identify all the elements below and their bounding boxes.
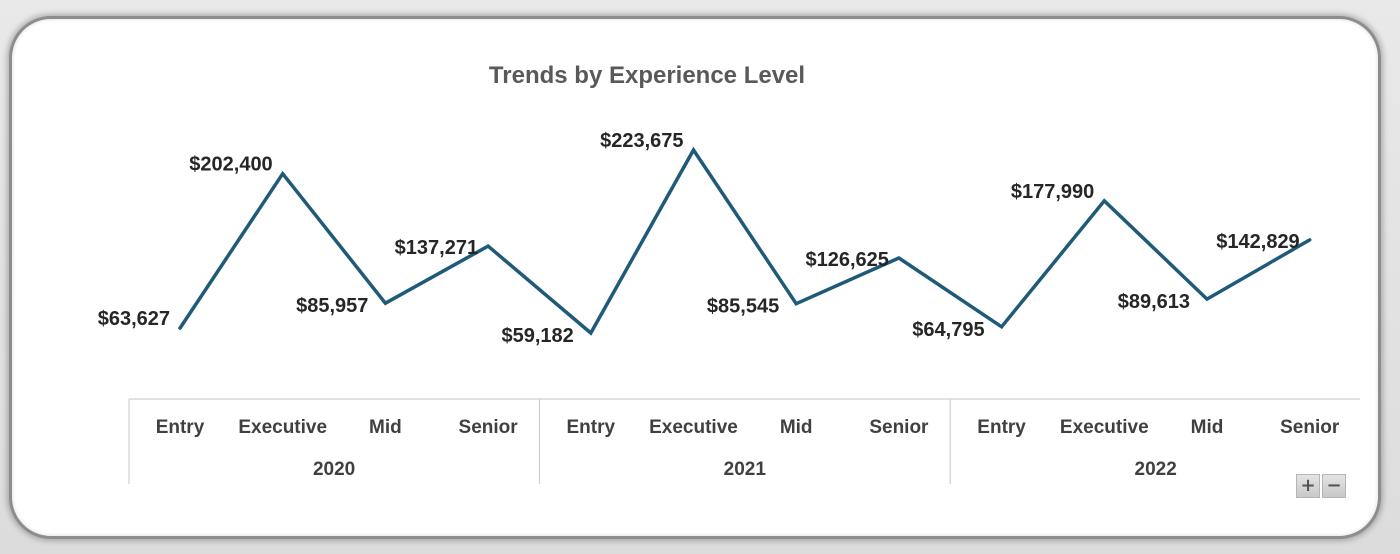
chart-card xyxy=(9,16,1381,539)
category-label: Mid xyxy=(369,417,402,438)
category-label: Senior xyxy=(1280,417,1340,438)
data-label: $85,957 xyxy=(296,295,368,317)
group-labels: 2020 2021 2022 xyxy=(313,459,1177,480)
data-label: $64,795 xyxy=(912,319,984,341)
data-label: $89,613 xyxy=(1118,291,1190,313)
category-label: Senior xyxy=(459,417,519,438)
category-axis xyxy=(128,398,1360,484)
collapse-button[interactable]: − xyxy=(1322,474,1346,498)
data-label: $126,625 xyxy=(805,249,888,271)
series-line xyxy=(178,146,1312,336)
category-label: Mid xyxy=(1191,417,1224,438)
zoom-controls: + − xyxy=(1296,474,1346,498)
category-label: Executive xyxy=(649,417,738,438)
category-label: Senior xyxy=(869,417,929,438)
category-label: Entry xyxy=(567,417,616,438)
chart-title: Trends by Experience Level xyxy=(489,62,805,89)
category-label: Entry xyxy=(977,417,1026,438)
group-label: 2021 xyxy=(724,459,767,480)
category-label: Entry xyxy=(156,417,205,438)
data-label: $85,545 xyxy=(707,296,779,318)
category-labels: Entry Executive Mid Senior Entry Executive Mid… xyxy=(156,417,1340,438)
category-label: Executive xyxy=(1060,417,1149,438)
expand-button[interactable]: + xyxy=(1296,474,1320,498)
category-label: Mid xyxy=(780,417,813,438)
data-label: $223,675 xyxy=(600,130,683,152)
series-line-group xyxy=(178,146,1312,336)
data-label: $137,271 xyxy=(395,237,478,259)
group-label: 2020 xyxy=(313,459,355,480)
data-label: $142,829 xyxy=(1216,231,1299,253)
data-label: $63,627 xyxy=(98,308,170,330)
data-labels: $63,627 $202,400 $85,957 $137,271 $59,182 $22… xyxy=(98,130,1300,347)
data-label: $59,182 xyxy=(502,325,574,347)
category-label: Executive xyxy=(238,417,327,438)
group-label: 2022 xyxy=(1135,459,1177,480)
data-label: $177,990 xyxy=(1011,181,1094,203)
data-label: $202,400 xyxy=(189,154,272,176)
